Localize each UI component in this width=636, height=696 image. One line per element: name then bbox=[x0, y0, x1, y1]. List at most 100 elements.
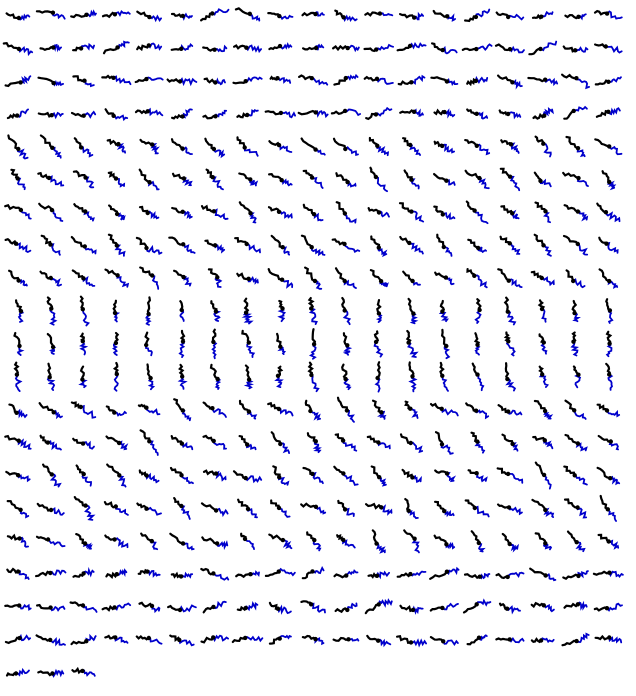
trajectory-glyph bbox=[236, 272, 259, 285]
current-position-dot bbox=[576, 14, 581, 19]
trajectory-glyph bbox=[138, 205, 160, 220]
current-position-dot bbox=[113, 635, 118, 640]
current-position-dot bbox=[313, 504, 319, 509]
trajectory-glyph bbox=[75, 533, 93, 550]
current-position-dot bbox=[474, 471, 479, 476]
current-position-dot bbox=[477, 307, 482, 313]
predicted-path bbox=[563, 498, 579, 509]
current-position-dot bbox=[213, 80, 218, 85]
trajectory-glyph bbox=[563, 498, 588, 519]
trajectory-glyph bbox=[373, 330, 384, 358]
predicted-path bbox=[267, 268, 284, 281]
current-position-dot bbox=[310, 569, 315, 574]
trajectory-glyph bbox=[429, 602, 459, 612]
predicted-path bbox=[500, 205, 514, 215]
current-position-dot bbox=[603, 210, 609, 215]
trajectory-glyph bbox=[39, 270, 62, 287]
observed-path bbox=[17, 438, 32, 450]
trajectory-glyph bbox=[464, 139, 491, 156]
current-position-dot bbox=[575, 146, 581, 151]
trajectory-glyph bbox=[4, 603, 32, 611]
current-position-dot bbox=[505, 309, 510, 314]
observed-path bbox=[577, 570, 589, 579]
current-position-dot bbox=[411, 311, 416, 316]
trajectory-glyph bbox=[72, 566, 95, 578]
trajectory-glyph bbox=[234, 236, 261, 254]
observed-path bbox=[245, 44, 262, 54]
observed-path bbox=[117, 474, 127, 488]
observed-path bbox=[212, 600, 227, 610]
observed-path bbox=[81, 308, 90, 327]
predicted-path bbox=[276, 332, 282, 348]
trajectory-glyph bbox=[605, 298, 614, 324]
trajectory-glyph bbox=[103, 501, 129, 516]
trajectory-glyph bbox=[232, 470, 263, 484]
predicted-path bbox=[433, 205, 444, 216]
trajectory-glyph bbox=[534, 201, 551, 224]
trajectory-glyph bbox=[301, 11, 325, 17]
current-position-dot bbox=[472, 208, 477, 213]
predicted-path bbox=[70, 111, 85, 118]
predicted-path bbox=[202, 469, 218, 476]
predicted-path bbox=[464, 169, 481, 180]
current-position-dot bbox=[439, 442, 445, 447]
observed-path bbox=[542, 142, 552, 158]
trajectory-glyph bbox=[37, 111, 64, 120]
trajectory-glyph bbox=[596, 202, 621, 223]
observed-path bbox=[147, 637, 163, 645]
predicted-path bbox=[431, 42, 444, 52]
predicted-path bbox=[433, 173, 448, 182]
observed-path bbox=[473, 209, 489, 225]
predicted-path bbox=[341, 363, 348, 380]
current-position-dot bbox=[212, 47, 217, 52]
observed-path bbox=[475, 143, 491, 156]
trajectory-glyph bbox=[331, 238, 361, 253]
current-position-dot bbox=[211, 339, 216, 345]
current-position-dot bbox=[444, 471, 450, 476]
current-position-dot bbox=[114, 371, 120, 377]
current-position-dot bbox=[83, 175, 88, 180]
current-position-dot bbox=[604, 606, 610, 611]
trajectory-glyph bbox=[531, 498, 555, 518]
predicted-path bbox=[134, 109, 149, 115]
current-position-dot bbox=[606, 79, 611, 85]
predicted-path bbox=[363, 75, 379, 82]
predicted-path bbox=[537, 299, 546, 311]
observed-path bbox=[182, 243, 196, 254]
current-position-dot bbox=[146, 635, 151, 641]
current-position-dot bbox=[603, 44, 608, 49]
current-position-dot bbox=[15, 473, 21, 478]
current-position-dot bbox=[278, 441, 283, 447]
trajectory-glyph bbox=[562, 171, 589, 187]
predicted-path bbox=[335, 172, 349, 184]
current-position-dot bbox=[346, 637, 351, 642]
current-position-dot bbox=[144, 342, 149, 348]
current-position-dot bbox=[211, 635, 216, 640]
trajectory-glyph bbox=[37, 171, 65, 187]
trajectory-glyph bbox=[300, 137, 326, 156]
trajectory-glyph bbox=[498, 109, 522, 120]
trajectory-glyph bbox=[497, 74, 523, 90]
observed-path bbox=[310, 246, 326, 257]
predicted-path bbox=[70, 13, 88, 19]
trajectory-glyph bbox=[571, 299, 581, 323]
predicted-path bbox=[301, 11, 317, 17]
trajectory-glyph bbox=[404, 400, 419, 419]
observed-path bbox=[312, 539, 322, 552]
current-position-dot bbox=[180, 13, 185, 19]
predicted-path bbox=[101, 604, 116, 612]
predicted-path bbox=[332, 137, 347, 151]
current-position-dot bbox=[45, 440, 51, 445]
trajectory-glyph bbox=[598, 268, 619, 289]
predicted-path bbox=[236, 272, 250, 281]
observed-path bbox=[607, 107, 621, 116]
current-position-dot bbox=[243, 605, 248, 611]
observed-path bbox=[376, 144, 390, 157]
current-position-dot bbox=[477, 175, 482, 181]
predicted-path bbox=[73, 496, 87, 507]
current-position-dot bbox=[150, 142, 155, 147]
trajectory-glyph bbox=[264, 567, 296, 577]
predicted-path bbox=[6, 567, 20, 574]
observed-path bbox=[246, 341, 256, 358]
trajectory-glyph bbox=[46, 333, 57, 355]
